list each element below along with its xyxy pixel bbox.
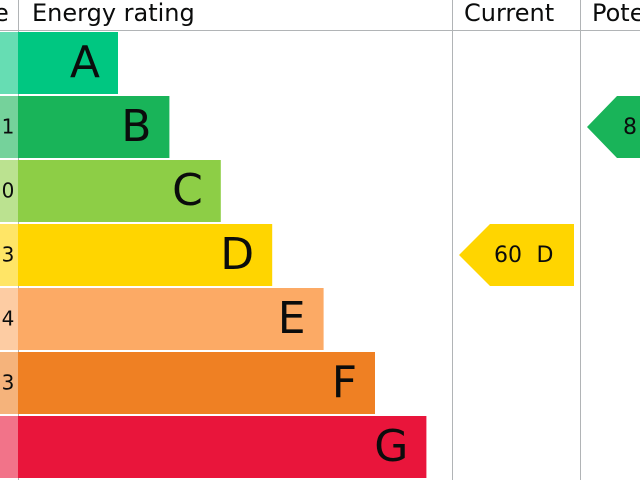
score-cell: [0, 352, 18, 414]
band-bar: [18, 224, 273, 286]
potential-header: Pote: [592, 0, 640, 27]
score-cell: [0, 160, 18, 222]
current-score: 60: [494, 243, 522, 268]
score-range: 4: [2, 307, 15, 331]
score-range: 3: [2, 243, 15, 267]
potential-score: 8: [623, 115, 637, 140]
band-bar: [18, 32, 118, 94]
potential-arrow: [587, 96, 640, 158]
band-letter: F: [332, 357, 357, 408]
band-letter: G: [374, 421, 408, 472]
current-header: Current: [464, 0, 554, 27]
rating-header: Energy rating: [32, 0, 195, 27]
band-bar: [18, 352, 375, 414]
band-bar: [18, 288, 324, 350]
score-cell: [0, 288, 18, 350]
band-bar: [18, 160, 221, 222]
band-letter: D: [220, 229, 254, 280]
band-letter: A: [70, 37, 100, 88]
band-letter: E: [278, 293, 306, 344]
score-cell: [0, 32, 18, 94]
score-range: 0: [2, 179, 15, 203]
band-letter: B: [121, 101, 151, 152]
current-band: D: [537, 243, 554, 268]
score-header: e: [0, 0, 9, 27]
band-bar: [18, 416, 427, 478]
score-cell: [0, 416, 18, 478]
current-arrow: [459, 224, 574, 286]
band-bar: [18, 96, 170, 158]
band-letter: C: [172, 165, 203, 216]
score-range: 1: [2, 115, 15, 139]
score-cell: [0, 96, 18, 158]
score-cell: [0, 224, 18, 286]
score-range: 3: [2, 371, 15, 395]
